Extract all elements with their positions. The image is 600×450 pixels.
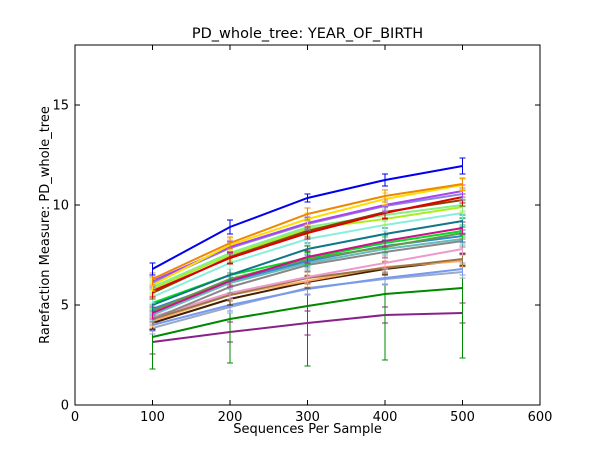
y-axis-ticks: 0 5 10 15: [52, 99, 540, 414]
y-tick-label: 10: [52, 199, 69, 214]
chart-title: PD_whole_tree: YEAR_OF_BIRTH: [192, 26, 423, 42]
series: [149, 177, 466, 286]
y-tick-label: 5: [61, 299, 69, 314]
x-tick-label: 300: [295, 410, 320, 425]
series-line: [152, 196, 463, 292]
series-layer: [149, 157, 466, 370]
x-tick-label: 0: [71, 410, 79, 425]
series-line: [152, 227, 463, 314]
x-axis-ticks: 0 100 200 300 400 500 600: [71, 45, 553, 425]
series-line: [152, 183, 463, 280]
series-line: [152, 268, 463, 326]
x-tick-label: 500: [450, 410, 475, 425]
y-tick-label: 15: [52, 99, 69, 114]
series-line: [152, 220, 463, 306]
x-tick-label: 100: [140, 410, 165, 425]
series-line: [152, 248, 463, 318]
x-tick-label: 600: [528, 410, 553, 425]
series-line: [152, 165, 463, 270]
x-axis-title: Sequences Per Sample: [233, 422, 382, 437]
x-tick-label: 400: [373, 410, 398, 425]
series: [149, 190, 466, 298]
x-tick-label: 200: [218, 410, 243, 425]
series-line: [152, 287, 463, 338]
y-axis-title: Rarefaction Measure: PD_whole_tree: [38, 106, 53, 344]
series: [149, 157, 466, 276]
y-tick-label: 0: [61, 399, 69, 414]
